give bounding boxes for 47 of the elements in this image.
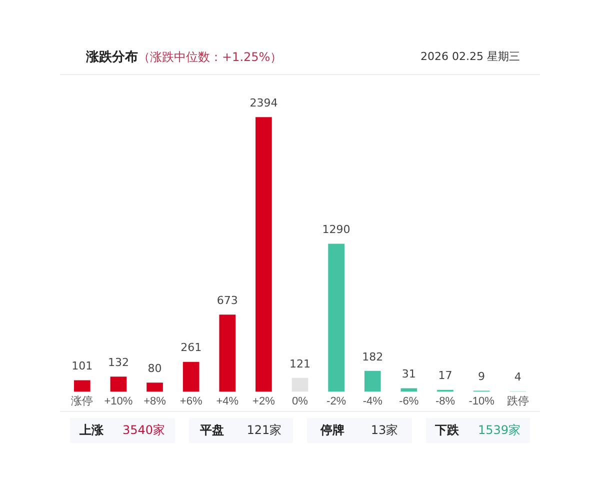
data-label: 132 <box>108 356 129 370</box>
x-tick-label: +2% <box>252 395 276 408</box>
data-label: 261 <box>180 341 202 354</box>
x-tick-label: -2% <box>326 395 346 408</box>
x-tick-label: 0% <box>292 395 308 408</box>
bar <box>146 382 163 392</box>
x-tick-label: -4% <box>362 395 383 408</box>
text: 2026 02.25 星期三 <box>420 48 520 64</box>
text: 平盘 <box>200 422 224 439</box>
text: 3540家 <box>122 422 165 439</box>
bar <box>400 388 418 392</box>
text: 停牌 <box>320 422 344 439</box>
data-label: 673 <box>216 294 238 307</box>
x-tick-label: +8% <box>144 395 166 408</box>
bar <box>110 376 127 392</box>
chart-title: 涨跌分布 <box>86 50 138 65</box>
bar <box>182 362 200 392</box>
data-label: 101 <box>72 360 93 373</box>
text: 1539家 <box>478 422 520 439</box>
data-label: 2394 <box>250 96 278 110</box>
data-label: 9 <box>478 370 486 384</box>
x-tick-label: -8% <box>435 395 456 408</box>
data-label: 31 <box>402 368 416 381</box>
bar <box>219 314 236 392</box>
bar <box>74 380 90 392</box>
data-label: 1290 <box>322 223 350 236</box>
data-label: 4 <box>514 370 522 384</box>
chart-subtitle: （涨跌中位数：+1.25%） <box>138 50 282 64</box>
bar <box>292 378 308 392</box>
x-tick-label: +10% <box>104 395 133 408</box>
data-label: 80 <box>148 362 162 375</box>
bar <box>256 117 272 392</box>
x-tick-label: -10% <box>468 395 495 408</box>
text: 121家 <box>246 422 282 439</box>
bar <box>364 370 381 392</box>
x-tick-label: -6% <box>399 395 419 408</box>
data-label: 121 <box>290 357 310 370</box>
text: 13家 <box>370 422 398 439</box>
x-tick-label: 涨停 <box>71 395 94 408</box>
data-label: 17 <box>438 369 452 382</box>
x-tick-label: +4% <box>216 395 239 408</box>
x-tick-label: +6% <box>180 395 202 408</box>
data-label: 182 <box>362 350 384 364</box>
bar <box>328 244 344 392</box>
x-tick-label: 跌停 <box>506 395 529 408</box>
text: 下跌 <box>434 422 459 439</box>
text: 上涨 <box>79 422 104 439</box>
